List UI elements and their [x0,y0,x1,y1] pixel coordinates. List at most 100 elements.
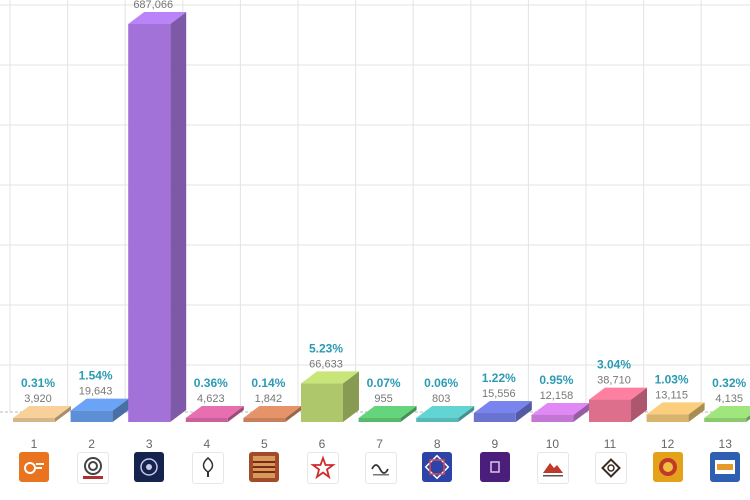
category-label: 4 [203,437,210,451]
bar-side [400,406,417,422]
percent-label: 1.22% [482,371,516,385]
bar-top [646,402,705,415]
value-label: 4,623 [197,393,225,405]
percent-label: 0.07% [367,376,401,390]
bar [416,406,475,422]
x-axis: 1 2 3 4 5 6 7 8 9 10 11 12 13 [31,437,733,451]
crest-logo-icon [652,452,683,482]
knot-logo-icon [595,452,627,484]
bar [646,402,705,422]
category-label: 13 [719,437,733,451]
bar-top [358,406,417,418]
bar [243,406,302,422]
category-label: 11 [604,437,617,451]
blue-frame-logo-icon [710,452,741,482]
bar-side [227,406,244,422]
bar-top [531,402,590,415]
bar-side [515,400,532,422]
category-label: 1 [31,437,38,451]
value-label: 1,842 [255,393,283,405]
percent-label: 1.54% [79,369,113,383]
bar-side [631,387,647,422]
bar-top [301,371,359,384]
category-label: 10 [546,437,560,451]
bar-front [416,418,459,422]
category-label: 9 [491,437,498,451]
percent-label: 0.06% [424,376,458,390]
bar-front [70,410,113,422]
purple-square-logo-icon [479,452,510,482]
bar [473,400,532,422]
bar-top [473,400,532,413]
red-star-logo-icon [307,452,339,484]
gridlines [0,0,750,413]
category-label: 7 [376,437,383,451]
percent-label: 0.31% [21,376,55,390]
value-label: 66,633 [309,358,343,370]
bar-front [185,418,228,422]
dark-script-logo-icon [364,452,397,484]
value-label: 803 [432,393,450,405]
bar-top [589,387,647,400]
bar [531,402,590,422]
value-label: 19,643 [79,386,113,398]
bar-front [473,412,516,422]
bar-top [416,406,475,418]
bar-side [746,415,750,422]
bar-side [688,402,705,422]
category-label: 3 [146,437,153,451]
bar-top [704,406,750,418]
bar [358,406,417,422]
bar [13,406,71,422]
percent-label: 0.14% [251,376,285,390]
bar [589,387,647,422]
bars [13,12,750,422]
percent-label: 1.03% [655,372,689,386]
patterned-rug-logo-icon [249,452,280,482]
percent-label: 0.95% [539,373,573,387]
tree-logo-icon [191,452,224,484]
value-label: 4,135 [715,393,743,405]
bar-side [458,406,475,422]
percent-label: 5.23% [309,341,343,355]
bar-side [55,406,71,422]
bar-front [358,418,401,422]
category-label: 8 [434,437,441,451]
category-label: 5 [261,437,268,451]
category-label: 6 [319,437,326,451]
data-labels: 0.31% 3,920 1.54% 19,643 687,066 0.36% 4,623 0.… [21,0,747,405]
bar-front [531,414,574,422]
value-label: 687,066 [133,0,173,11]
blue-star-logo-icon [422,452,453,482]
bar-side [573,402,590,422]
percent-label: 0.32% [712,376,746,390]
bar-top [128,12,187,24]
bar-top [243,406,302,418]
value-label: 15,556 [482,388,516,400]
category-label: 12 [661,437,675,451]
navy-emblem-logo-icon [134,452,165,482]
bar-top [70,398,129,411]
percent-label: 0.36% [194,376,228,390]
mountain-logo-icon [537,452,570,484]
bar [70,398,129,422]
bar-front [704,418,747,422]
value-label: 13,115 [655,389,688,401]
percent-label: 3.04% [597,358,631,372]
bar-front [13,418,55,422]
bar-side [343,371,359,422]
spiral-logo-icon [76,452,109,484]
bar [185,406,244,422]
value-label: 38,710 [597,375,631,387]
orange-square-logo-icon [19,452,49,482]
bar-front [128,24,171,422]
value-label: 955 [374,393,392,405]
bar-side [285,406,302,422]
category-label: 2 [88,437,95,451]
bar [128,12,187,422]
bar [301,371,359,422]
bar-front [646,414,689,422]
bar-front [243,418,286,422]
